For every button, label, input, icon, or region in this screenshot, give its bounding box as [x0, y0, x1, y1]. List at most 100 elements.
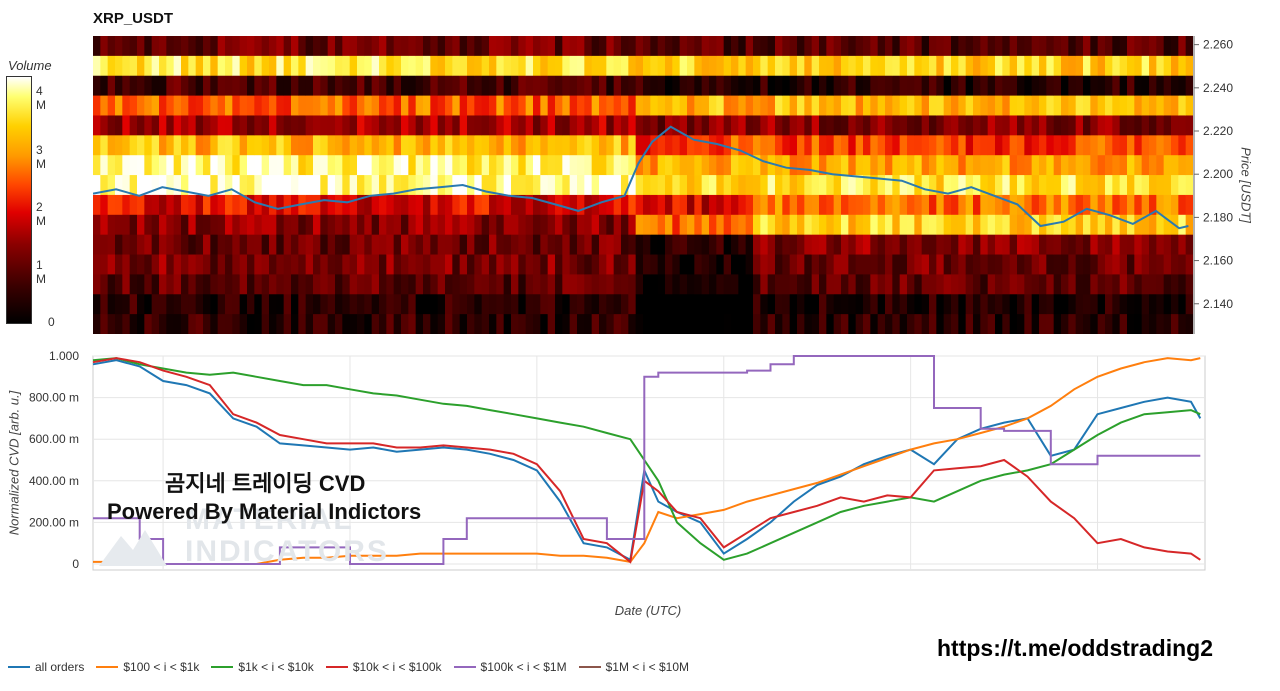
- legend-item[interactable]: $100 < i < $1k: [96, 660, 199, 674]
- heatmap-cell: [723, 155, 732, 176]
- heatmap-cell: [1053, 155, 1062, 176]
- heatmap-cell: [423, 294, 431, 315]
- heatmap-cell: [841, 135, 849, 156]
- heatmap-cell: [1083, 194, 1091, 216]
- heatmap-cell: [995, 155, 1003, 176]
- heatmap-cell: [1178, 115, 1187, 136]
- heatmap-cell: [899, 36, 908, 57]
- heatmap-cell: [261, 234, 270, 255]
- heatmap-cell: [151, 175, 160, 196]
- heatmap-cell: [1090, 214, 1099, 236]
- heatmap-cell: [276, 175, 285, 196]
- heatmap-cell: [283, 254, 292, 275]
- heatmap-cell: [1163, 254, 1172, 275]
- heatmap-cell: [789, 75, 798, 96]
- heatmap-cell: [943, 115, 952, 136]
- heatmap-cell: [606, 254, 615, 275]
- heatmap-cell: [540, 155, 549, 176]
- heatmap-cell: [987, 55, 996, 77]
- heatmap-cell: [569, 214, 578, 236]
- heatmap-cell: [555, 75, 563, 96]
- heatmap-cell: [745, 75, 754, 96]
- heatmap-cell: [188, 75, 197, 96]
- heatmap-cell: [826, 55, 835, 77]
- heatmap-cell: [437, 175, 446, 196]
- heatmap-cell: [254, 314, 263, 334]
- heatmap-cell: [584, 55, 593, 77]
- heatmap-cell: [188, 55, 197, 77]
- heatmap-cell: [958, 175, 967, 196]
- heatmap-cell: [481, 274, 490, 295]
- heatmap-cell: [379, 314, 387, 334]
- heatmap-cell: [166, 75, 175, 96]
- heatmap-cell: [408, 115, 417, 136]
- telegram-link[interactable]: https://t.me/oddstrading2: [937, 635, 1213, 661]
- heatmap-cell: [1178, 294, 1187, 315]
- heatmap-cell: [767, 36, 776, 57]
- heatmap-cell: [525, 294, 534, 315]
- legend-item[interactable]: all orders: [8, 660, 84, 674]
- heatmap-cell: [364, 155, 373, 176]
- heatmap-cell: [606, 274, 615, 295]
- heatmap-cell: [547, 175, 556, 196]
- heatmap-cell: [943, 75, 952, 96]
- heatmap-cell: [995, 194, 1003, 216]
- heatmap-cell: [877, 95, 886, 116]
- heatmap-cell: [599, 36, 607, 57]
- heatmap-cell: [723, 36, 732, 57]
- heatmap-cell: [1149, 36, 1157, 57]
- heatmap-cell: [335, 175, 343, 196]
- heatmap-cell: [379, 175, 387, 196]
- heatmap-cell: [885, 175, 893, 196]
- heatmap-cell: [327, 274, 336, 295]
- heatmap-cell: [1009, 175, 1018, 196]
- heatmap-cell: [533, 274, 541, 295]
- heatmap-cell: [789, 314, 798, 334]
- heatmap-cell: [437, 55, 446, 77]
- heatmap-cell: [93, 294, 101, 315]
- heatmap-cell: [349, 95, 358, 116]
- heatmap-cell: [1134, 115, 1143, 136]
- heatmap-cell: [767, 294, 776, 315]
- heatmap-cell: [129, 194, 138, 216]
- legend-item[interactable]: $1k < i < $10k: [211, 660, 314, 674]
- heatmap-cell: [613, 214, 622, 236]
- legend-item[interactable]: $10k < i < $100k: [325, 660, 442, 674]
- heatmap-cell: [921, 274, 930, 295]
- heatmap-cell: [591, 294, 600, 315]
- heatmap-cell: [327, 115, 336, 136]
- heatmap-cell: [885, 36, 893, 57]
- heatmap-cell: [459, 274, 468, 295]
- legend-item[interactable]: $100k < i < $1M: [453, 660, 567, 674]
- heatmap-cell: [760, 194, 769, 216]
- heatmap-cell: [1171, 274, 1179, 295]
- heatmap-cell: [254, 55, 263, 77]
- heatmap-cell: [313, 175, 321, 196]
- heatmap-cell: [1134, 55, 1143, 77]
- heatmap-cell: [547, 135, 556, 156]
- heatmap-cell: [804, 254, 813, 275]
- heatmap-cell: [899, 254, 908, 275]
- heatmap-cell: [525, 36, 534, 57]
- heatmap-cell: [855, 294, 864, 315]
- legend-item[interactable]: $1M < i < $10M: [578, 660, 689, 674]
- heatmap-cell: [899, 194, 908, 216]
- heatmap-cell: [980, 115, 989, 136]
- heatmap-cell: [687, 36, 695, 57]
- heatmap-cell: [738, 214, 747, 236]
- heatmap-cell: [276, 214, 285, 236]
- heatmap-cell: [1046, 135, 1055, 156]
- heatmap-cell: [628, 155, 637, 176]
- heatmap-cell: [239, 36, 248, 57]
- heatmap-cell: [474, 175, 483, 196]
- heatmap-cell: [437, 155, 446, 176]
- heatmap-cell: [533, 115, 541, 136]
- heatmap-cell: [899, 95, 908, 116]
- volume-colorbar-title: Volume: [8, 58, 52, 73]
- heatmap-cell: [738, 75, 747, 96]
- heatmap-cell: [129, 214, 138, 236]
- heatmap-cell: [1163, 194, 1172, 216]
- heatmap-cell: [738, 314, 747, 334]
- heatmap-cell: [305, 194, 314, 216]
- heatmap-cell: [1112, 155, 1121, 176]
